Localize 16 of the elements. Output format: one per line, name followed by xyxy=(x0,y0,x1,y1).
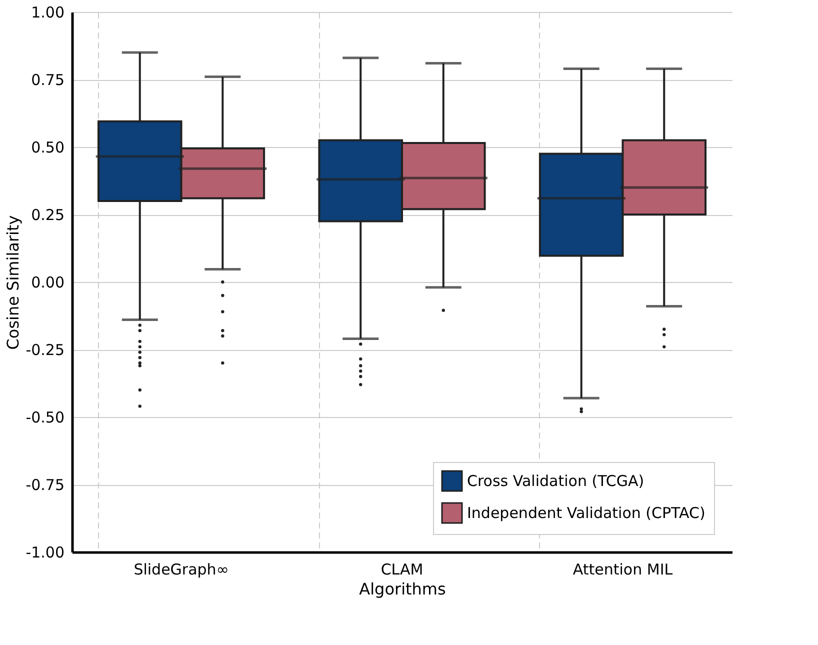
legend-label: Independent Validation (CPTAC) xyxy=(467,504,706,522)
y-tick-label: -1.00 xyxy=(26,544,64,562)
y-tick-label: 0.25 xyxy=(31,206,64,224)
y-tick-label: 0.00 xyxy=(31,274,64,292)
x-tick-label: Attention MIL xyxy=(572,560,674,578)
y-tick-label: 0.75 xyxy=(31,71,64,89)
x-tick-label: CLAM xyxy=(380,560,424,578)
x-tick-label: SlideGraph∞ xyxy=(134,560,229,578)
y-tick-label: -0.50 xyxy=(26,408,64,426)
y-tick-label: -0.25 xyxy=(26,341,64,359)
y-axis-title: Cosine Similarity xyxy=(4,215,23,350)
y-tick-label: 0.50 xyxy=(31,138,64,156)
x-axis-title: Algorithms xyxy=(359,580,446,598)
y-tick-label: -0.75 xyxy=(26,476,64,494)
legend-label: Cross Validation (TCGA) xyxy=(467,472,644,490)
y-tick-label: 1.00 xyxy=(31,4,64,22)
